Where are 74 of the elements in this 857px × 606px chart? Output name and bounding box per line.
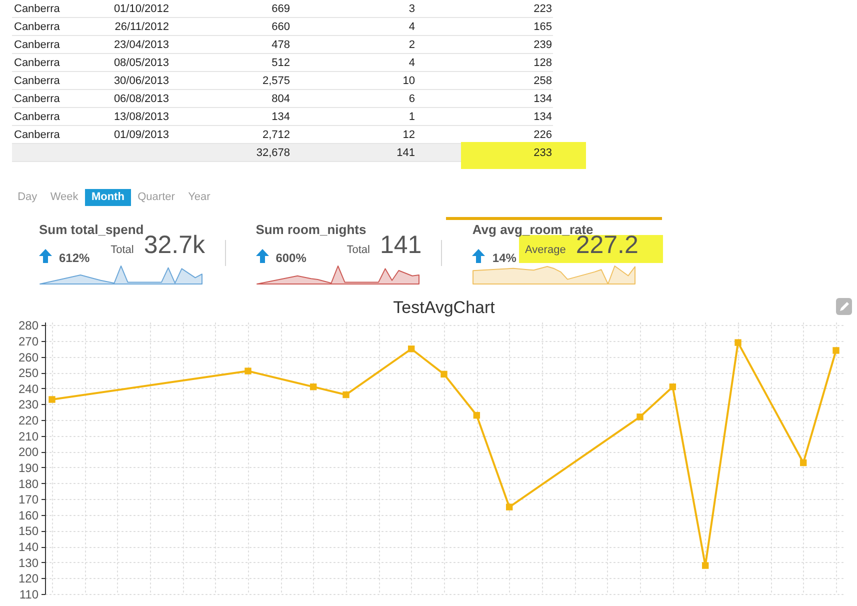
text: 6 [408, 93, 415, 105]
text: 26/11/2012 [114, 21, 169, 33]
category-label: Canberra [14, 129, 60, 141]
y-tick-label: 210 [18, 429, 39, 444]
chart-title: Avg avg_room_rate [472, 222, 594, 237]
text: 2,575 [262, 75, 290, 87]
text: 669 [272, 3, 290, 15]
text: 258 [534, 75, 552, 87]
y-tick-label: 120 [18, 572, 39, 586]
chart-title: Sum room_nights [256, 222, 366, 237]
text: 01/09/2013 [114, 129, 169, 141]
text: 141 [380, 231, 422, 260]
category-label: Canberra [14, 93, 60, 105]
text: 32.7k [144, 231, 205, 260]
text: Total [110, 244, 134, 256]
text: 600% [276, 251, 306, 265]
text: 512 [272, 57, 290, 69]
y-tick-label: 150 [18, 524, 39, 538]
y-tick-label: 140 [18, 540, 39, 554]
y-tick-label: 270 [18, 334, 39, 348]
y-tick-label: 160 [18, 508, 39, 522]
text: 4 [408, 21, 415, 33]
y-tick-label: 220 [18, 414, 39, 428]
text: Average [525, 244, 566, 256]
text: 128 [534, 57, 552, 69]
text: 08/05/2013 [114, 57, 169, 69]
text: 14% [492, 251, 516, 265]
category-label: Canberra [14, 21, 60, 33]
text: 13/08/2013 [114, 111, 169, 123]
text: 660 [272, 21, 290, 33]
text: 32,678 [256, 147, 290, 159]
chart-title: Sum total_spend [39, 222, 144, 237]
text: 30/06/2013 [114, 75, 169, 87]
category-label: Canberra [14, 75, 60, 87]
y-tick-label: 170 [18, 492, 39, 507]
y-tick-label: 230 [18, 398, 39, 412]
text: 4 [408, 57, 415, 69]
y-tick-label: 280 [18, 318, 39, 333]
text: 134 [534, 111, 552, 123]
chart-title: TestAvgChart [393, 298, 496, 318]
text: Total [346, 244, 370, 256]
text: 23/04/2013 [114, 39, 169, 51]
text: 134 [272, 111, 290, 123]
text: 06/08/2013 [114, 93, 169, 105]
y-tick-label: 190 [18, 460, 39, 475]
text: 12 [402, 129, 415, 141]
text: 01/10/2012 [114, 3, 169, 15]
text: 10 [402, 75, 415, 87]
tab-button: Month [84, 189, 132, 206]
text: 233 [534, 147, 552, 159]
text: 612% [59, 251, 90, 265]
text: 804 [272, 93, 290, 105]
text: 239 [534, 39, 552, 51]
category-label: Canberra [14, 39, 60, 51]
y-tick-label: 260 [18, 350, 39, 364]
category-label: Canberra [14, 57, 60, 69]
y-tick-label: 110 [19, 588, 39, 602]
text: 3 [408, 3, 415, 15]
text: 2,712 [262, 129, 290, 141]
y-tick-label: 240 [18, 382, 39, 396]
text: 165 [534, 21, 552, 33]
text: 226 [534, 129, 552, 141]
text: 134 [534, 93, 552, 105]
y-tick-label: 130 [18, 556, 39, 570]
y-tick-label: 250 [18, 366, 39, 380]
text: 2 [408, 39, 415, 51]
text: 1 [408, 111, 415, 123]
y-tick-label: 180 [18, 476, 39, 491]
category-label: Canberra [14, 111, 60, 123]
text: 141 [396, 147, 415, 159]
category-label: Canberra [14, 3, 60, 15]
text: 478 [272, 39, 290, 51]
y-tick-label: 200 [18, 445, 39, 460]
text: 223 [534, 3, 552, 15]
